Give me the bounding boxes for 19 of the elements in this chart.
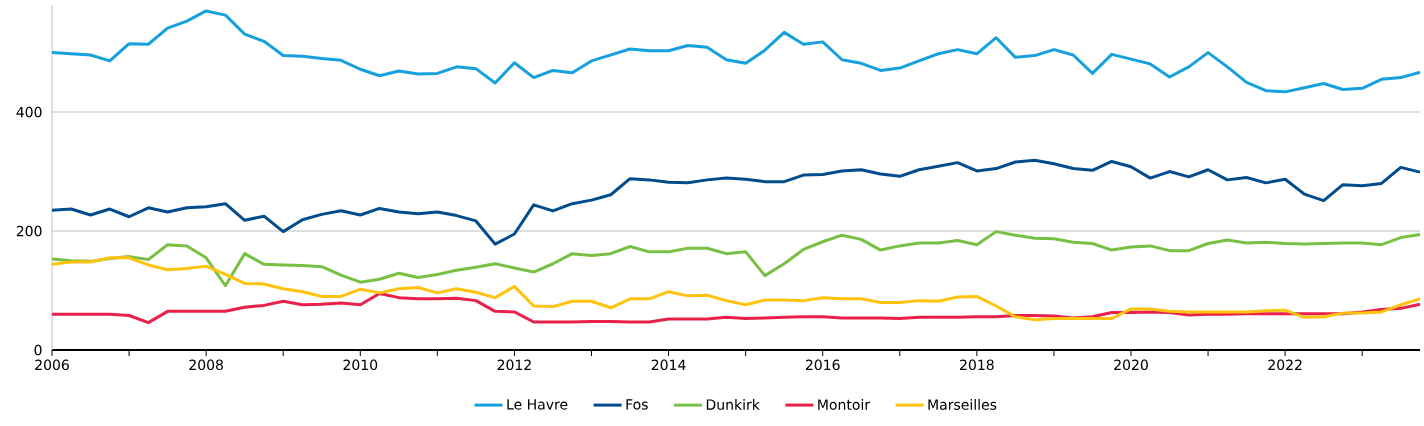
y-tick-label: 200	[16, 225, 42, 237]
legend-label: Montoir	[818, 399, 871, 410]
line-series	[50, 230, 1422, 288]
x-tick-label: 2020	[1114, 359, 1148, 371]
x-tick-label: 2006	[35, 359, 69, 371]
x-tick-label: 2018	[960, 359, 994, 371]
x-tick-label: 2010	[343, 359, 378, 371]
y-tick-label: 400	[16, 106, 42, 118]
legend-label: Dunkirk	[706, 399, 760, 410]
x-tick-label: 2022	[1268, 359, 1302, 371]
x-tick-label: 2014	[651, 359, 686, 371]
x-tick-label: 2016	[805, 359, 840, 371]
legend-label: Le Havre	[507, 399, 568, 410]
x-tick-label: 2012	[497, 359, 531, 371]
line-series	[50, 158, 1422, 246]
legend-label: Marseilles	[928, 399, 997, 410]
legend-label: Fos	[626, 399, 648, 410]
x-tick-label: 2008	[189, 359, 223, 371]
y-tick-label: 0	[34, 344, 42, 356]
